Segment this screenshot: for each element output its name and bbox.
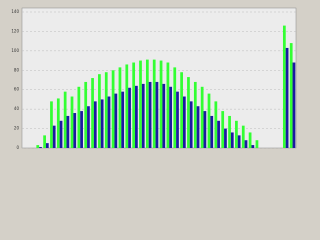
bar: [230, 132, 234, 148]
bar: [169, 86, 173, 148]
bar: [217, 120, 220, 148]
bar: [141, 83, 145, 148]
y-tick-label: 100: [11, 48, 19, 53]
bar: [63, 91, 67, 148]
bar: [56, 98, 60, 148]
bar: [114, 93, 118, 148]
bar: [93, 101, 97, 148]
bar: [91, 78, 94, 148]
bar: [207, 93, 211, 148]
bar: [255, 140, 259, 148]
bar: [235, 120, 238, 148]
bar: [52, 125, 56, 148]
y-tick-label: 80: [14, 67, 20, 72]
bar: [214, 101, 218, 148]
bar: [59, 120, 63, 148]
chart: 0 20 40 60 80 100 120 140: [11, 7, 297, 150]
bar: [203, 111, 207, 148]
bar: [196, 106, 200, 148]
bar: [135, 85, 138, 148]
bar: [292, 62, 296, 149]
bar: [132, 62, 136, 149]
bar: [98, 74, 101, 148]
bar: [152, 59, 156, 148]
bar: [87, 106, 90, 148]
bar: [84, 81, 88, 148]
bar: [121, 91, 125, 148]
bar: [221, 111, 225, 148]
y-tick-label: 60: [14, 87, 20, 92]
bar: [43, 135, 46, 148]
bar: [289, 43, 293, 149]
y-tick-label: 0: [16, 145, 19, 150]
bar: [200, 86, 204, 148]
bar: [66, 115, 70, 148]
bar: [128, 87, 131, 148]
bar: [159, 60, 163, 149]
y-tick-label: 140: [11, 9, 19, 14]
bar: [248, 132, 252, 148]
bar: [39, 147, 42, 148]
bar: [50, 101, 53, 148]
bar: [282, 25, 286, 149]
bar: [104, 72, 108, 148]
bar: [241, 125, 245, 148]
bar: [189, 101, 193, 148]
bar: [166, 62, 170, 149]
bar: [173, 67, 177, 148]
bar: [145, 59, 149, 148]
bar: [155, 81, 159, 148]
bar: [70, 96, 74, 148]
bar: [187, 77, 190, 148]
bar: [228, 115, 231, 148]
bar: [139, 60, 142, 149]
y-tick-label: 120: [11, 28, 19, 33]
bar: [182, 96, 186, 148]
bar: [77, 86, 81, 148]
bar: [210, 115, 214, 148]
plot-area: [21, 7, 297, 149]
bar: [80, 111, 83, 148]
bar: [193, 81, 197, 148]
bar: [100, 99, 104, 148]
bar: [73, 113, 77, 148]
bar: [125, 64, 129, 148]
bar: [244, 140, 248, 148]
y-tick-label: 40: [14, 106, 20, 111]
bar: [224, 128, 227, 148]
bar: [237, 135, 241, 148]
bar: [176, 91, 179, 148]
bar: [162, 83, 166, 148]
y-tick-label: 20: [14, 126, 20, 131]
bar: [107, 96, 111, 148]
bar: [180, 72, 183, 148]
bar: [148, 81, 152, 148]
bar: [111, 70, 115, 148]
bar: [36, 145, 40, 148]
bar: [251, 145, 255, 148]
bar: [45, 143, 49, 148]
bar: [285, 47, 289, 148]
bar: [118, 67, 122, 148]
